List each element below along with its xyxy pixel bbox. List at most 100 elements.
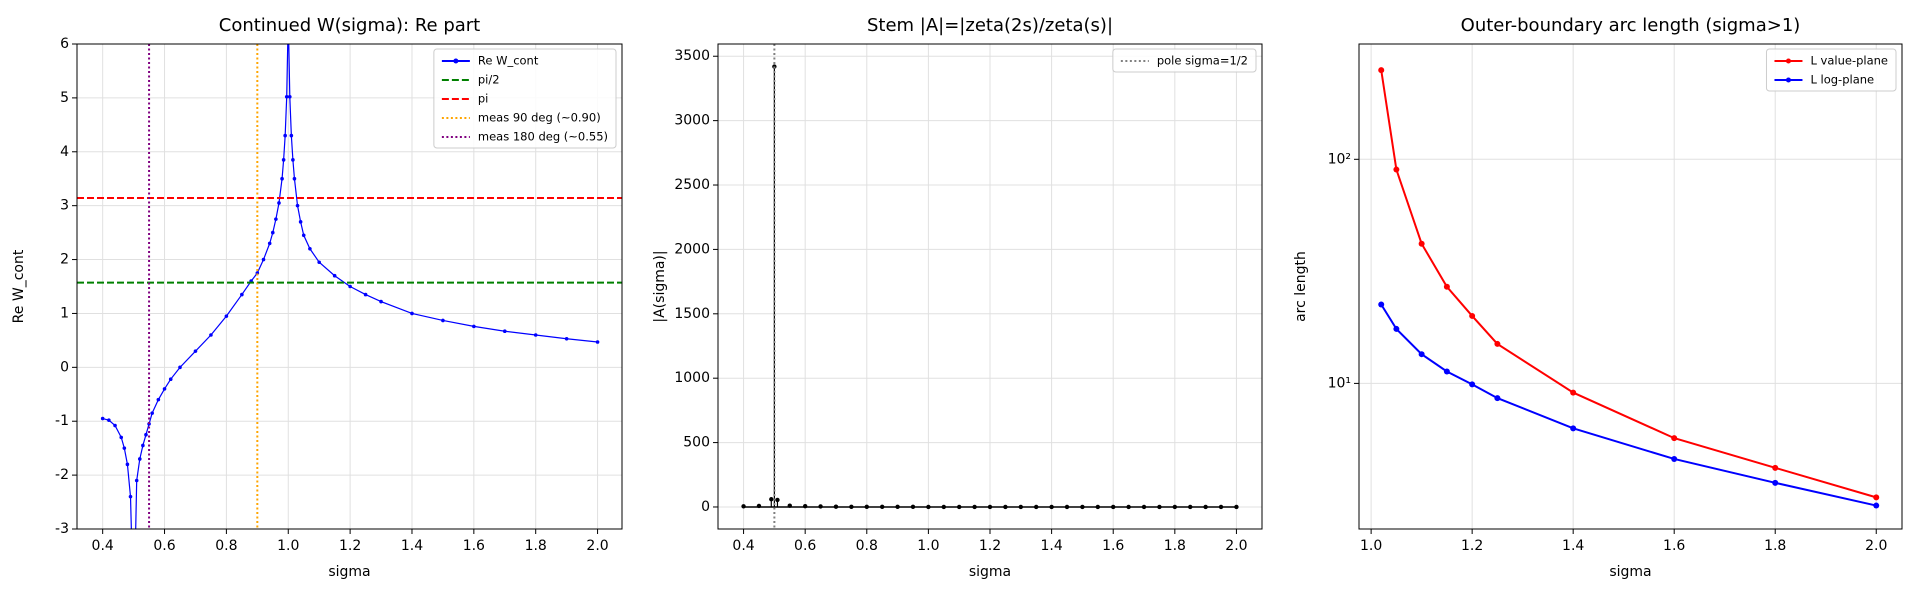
point	[1494, 395, 1501, 402]
point	[502, 329, 507, 334]
y-tick-label: 3000	[674, 113, 710, 129]
point	[113, 423, 117, 428]
point	[564, 336, 569, 341]
stem-head	[802, 504, 808, 509]
chart-title: Stem |A|=|zeta(2s)/zeta(s)|	[867, 15, 1113, 36]
x-tick-label: 1.0	[1360, 538, 1382, 554]
legend-box	[433, 48, 617, 149]
legend-label: pi/2	[478, 73, 500, 87]
legend-label: pole sigma=1/2	[1157, 54, 1248, 68]
x-tick-label: 2.0	[1865, 538, 1887, 554]
stem-head	[741, 504, 746, 509]
legend-label: meas 180 deg (~0.55)	[478, 130, 608, 144]
point	[156, 397, 161, 402]
point	[162, 387, 167, 391]
legend: L value-plane L log-plane	[1765, 48, 1897, 92]
point	[178, 365, 182, 370]
y-tick-label: 2500	[674, 177, 710, 193]
point	[298, 220, 303, 224]
y-tick-label: 10¹	[1328, 375, 1351, 391]
point	[130, 554, 134, 558]
y-tick-label: 1500	[674, 306, 710, 322]
chart-title: Outer-boundary arc length (sigma>1)	[1461, 15, 1801, 36]
point	[533, 333, 538, 337]
x-axis-label: sigma	[969, 564, 1011, 580]
y-tick-label: -3	[55, 521, 69, 537]
stem-head	[895, 504, 900, 510]
stem-head	[864, 504, 869, 510]
plot-area	[1378, 67, 1880, 509]
point	[193, 349, 198, 353]
legend-label: L value-plane	[1810, 54, 1888, 68]
point	[1570, 425, 1577, 432]
point	[283, 133, 287, 138]
stem-head	[956, 504, 962, 510]
x-tick-label: 1.8	[1164, 538, 1186, 554]
point	[107, 418, 111, 422]
point	[295, 203, 300, 208]
legend-marker	[453, 58, 459, 64]
point	[224, 314, 229, 318]
point	[284, 95, 289, 99]
legend-marker	[1785, 77, 1791, 83]
point	[150, 411, 154, 415]
point	[144, 432, 148, 437]
axes-frame	[717, 43, 1263, 530]
stem-head	[972, 504, 977, 510]
point	[1873, 502, 1880, 509]
x-tick-label: 0.6	[794, 538, 816, 554]
point	[1671, 435, 1678, 442]
y-tick-label: 1	[60, 305, 69, 321]
point	[1393, 325, 1400, 332]
y-tick-label: -2	[55, 467, 69, 483]
stem-head	[879, 504, 885, 510]
point	[281, 158, 286, 162]
point	[1873, 494, 1880, 501]
point	[595, 340, 600, 344]
chart-title: Continued W(sigma): Re part	[219, 15, 481, 36]
stem-head	[1080, 504, 1085, 510]
x-tick-label: 0.8	[215, 538, 237, 554]
y-tick-label: 0	[60, 359, 69, 375]
x-tick-label: 0.4	[92, 538, 114, 554]
stem-head	[941, 504, 946, 510]
stem-head	[849, 504, 854, 510]
x-tick-label: 2.0	[1225, 538, 1247, 554]
axes-frame	[1358, 43, 1903, 530]
legend-box	[1112, 48, 1257, 73]
point	[1393, 166, 1400, 173]
x-tick-label: 1.0	[277, 538, 299, 554]
point	[379, 299, 383, 304]
point	[168, 377, 173, 381]
point	[209, 333, 213, 337]
y-axis-label: arc length	[1293, 251, 1309, 322]
stem-head	[833, 504, 839, 509]
x-tick-label: 0.4	[732, 538, 754, 554]
point	[289, 133, 294, 138]
point	[1772, 464, 1779, 471]
axes-frame	[76, 43, 623, 530]
point	[280, 176, 284, 181]
stem-head	[1172, 504, 1178, 510]
x-tick-label: 1.4	[401, 538, 423, 554]
plot-area	[77, 44, 622, 558]
series-line	[1380, 69, 1877, 499]
point	[125, 462, 130, 467]
stem-head	[769, 497, 774, 502]
x-tick-label: 1.6	[463, 538, 485, 554]
stem-head	[1188, 504, 1193, 510]
stem-head	[1049, 504, 1054, 510]
legend-label: L log-plane	[1810, 73, 1874, 87]
x-tick-label: 1.8	[1764, 538, 1786, 554]
point	[1469, 381, 1476, 388]
point	[134, 478, 139, 483]
stem-head	[1126, 504, 1131, 510]
point	[472, 324, 476, 329]
y-tick-label: 5	[60, 90, 69, 106]
x-tick-label: 0.8	[856, 538, 878, 554]
x-tick-label: 1.6	[1102, 538, 1124, 554]
stem-head	[926, 504, 931, 510]
y-tick-label: 0	[701, 499, 710, 515]
x-tick-label: 2.0	[586, 538, 608, 554]
y-tick-label: 3500	[674, 48, 710, 64]
